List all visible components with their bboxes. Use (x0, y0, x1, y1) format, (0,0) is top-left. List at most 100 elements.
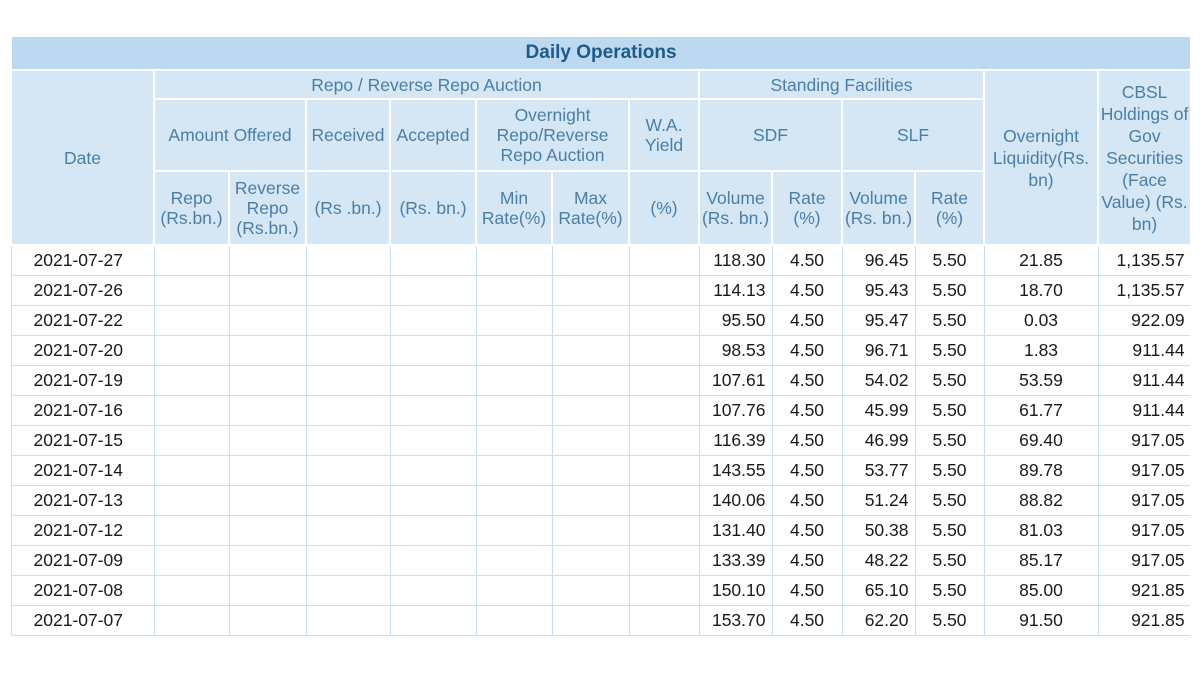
table-row: 2021-07-20 98.53 4.50 96.71 5.50 1.83 911.44 (10, 335, 1190, 366)
cbsl-holdings-cell: 922.09 (1097, 305, 1190, 336)
date-header: Date (10, 69, 155, 246)
wa-yield-cell (628, 365, 700, 396)
min-rate-cell (475, 335, 553, 366)
min-rate-cell (475, 425, 553, 456)
slf-header: SLF (841, 98, 985, 172)
received-cell (305, 305, 391, 336)
max-rate-cell (551, 425, 630, 456)
slf-rate-cell: 5.50 (914, 485, 985, 516)
reverse-repo-amount-header: Reverse Repo (Rs.bn.) (228, 170, 307, 246)
wa-yield-cell (628, 244, 700, 276)
overnight-liquidity-cell: 1.83 (983, 335, 1099, 366)
slf-volume-cell: 96.45 (841, 244, 916, 276)
received-cell (305, 455, 391, 486)
overnight-liquidity-cell: 85.17 (983, 545, 1099, 576)
overnight-liquidity-cell: 21.85 (983, 244, 1099, 276)
min-rate-header: Min Rate(%) (475, 170, 553, 246)
received-header: Received (305, 98, 391, 172)
date-cell: 2021-07-12 (10, 515, 155, 546)
sdf-rate-cell: 4.50 (771, 275, 843, 306)
max-rate-cell (551, 545, 630, 576)
slf-volume-cell: 95.47 (841, 305, 916, 336)
slf-rate-cell: 5.50 (914, 605, 985, 636)
repo-cell (153, 335, 230, 366)
overnight-liquidity-cell: 81.03 (983, 515, 1099, 546)
date-cell: 2021-07-09 (10, 545, 155, 576)
wa-yield-cell (628, 275, 700, 306)
sdf-volume-cell: 131.40 (698, 515, 773, 546)
date-cell: 2021-07-20 (10, 335, 155, 366)
yield-unit-header: (%) (628, 170, 700, 246)
wa-yield-cell (628, 305, 700, 336)
wa-yield-cell (628, 395, 700, 426)
repo-cell (153, 425, 230, 456)
wa-yield-header: W.A. Yield (628, 98, 700, 172)
sdf-rate-cell: 4.50 (771, 244, 843, 276)
max-rate-cell (551, 605, 630, 636)
date-cell: 2021-07-08 (10, 575, 155, 606)
slf-rate-header: Rate (%) (914, 170, 985, 246)
reverse-repo-cell (228, 365, 307, 396)
amount-offered-header: Amount Offered (153, 98, 307, 172)
max-rate-cell (551, 395, 630, 426)
slf-volume-cell: 62.20 (841, 605, 916, 636)
min-rate-cell (475, 305, 553, 336)
cbsl-holdings-cell: 1,135.57 (1097, 275, 1190, 306)
slf-volume-cell: 45.99 (841, 395, 916, 426)
cbsl-holdings-header: CBSL Holdings of Gov Securities (Face Va… (1096, 69, 1190, 246)
repo-cell (153, 575, 230, 606)
table-title: Daily Operations (10, 35, 1190, 71)
table-row: 2021-07-15 116.39 4.50 46.99 5.50 69.40 917.05 (10, 425, 1190, 456)
accepted-unit-header: (Rs. bn.) (389, 170, 477, 246)
max-rate-cell (551, 275, 630, 306)
accepted-cell (389, 605, 477, 636)
overnight-liquidity-cell: 88.82 (983, 485, 1099, 516)
accepted-cell (389, 365, 477, 396)
sdf-header: SDF (698, 98, 843, 172)
received-cell (305, 395, 391, 426)
received-cell (305, 335, 391, 366)
repo-amount-header: Repo (Rs.bn.) (153, 170, 230, 246)
min-rate-cell (475, 275, 553, 306)
sdf-volume-cell: 133.39 (698, 545, 773, 576)
reverse-repo-cell (228, 515, 307, 546)
cbsl-holdings-cell: 1,135.57 (1097, 244, 1190, 276)
sdf-volume-cell: 95.50 (698, 305, 773, 336)
min-rate-cell (475, 575, 553, 606)
repo-cell (153, 545, 230, 576)
cbsl-holdings-cell: 911.44 (1097, 395, 1190, 426)
accepted-cell (389, 485, 477, 516)
repo-cell (153, 485, 230, 516)
table-row: 2021-07-07 153.70 4.50 62.20 5.50 91.50 921.85 (10, 605, 1190, 636)
sdf-rate-cell: 4.50 (771, 575, 843, 606)
reverse-repo-cell (228, 425, 307, 456)
reverse-repo-cell (228, 575, 307, 606)
received-cell (305, 605, 391, 636)
cbsl-holdings-cell: 917.05 (1097, 455, 1190, 486)
reverse-repo-cell (228, 305, 307, 336)
slf-volume-cell: 54.02 (841, 365, 916, 396)
accepted-cell (389, 335, 477, 366)
table-row: 2021-07-22 95.50 4.50 95.47 5.50 0.03 922.09 (10, 305, 1190, 336)
cbsl-holdings-cell: 921.85 (1097, 605, 1190, 636)
slf-volume-cell: 51.24 (841, 485, 916, 516)
min-rate-cell (475, 455, 553, 486)
slf-rate-cell: 5.50 (914, 335, 985, 366)
slf-volume-cell: 65.10 (841, 575, 916, 606)
sdf-volume-cell: 107.61 (698, 365, 773, 396)
slf-rate-cell: 5.50 (914, 275, 985, 306)
slf-rate-cell: 5.50 (914, 305, 985, 336)
max-rate-cell (551, 575, 630, 606)
slf-volume-cell: 95.43 (841, 275, 916, 306)
date-cell: 2021-07-22 (10, 305, 155, 336)
received-cell (305, 545, 391, 576)
sdf-volume-header: Volume (Rs. bn.) (698, 170, 773, 246)
repo-cell (153, 515, 230, 546)
repo-cell (153, 605, 230, 636)
max-rate-cell (551, 485, 630, 516)
sdf-rate-header: Rate (%) (771, 170, 843, 246)
date-cell: 2021-07-15 (10, 425, 155, 456)
sdf-volume-cell: 143.55 (698, 455, 773, 486)
max-rate-header: Max Rate(%) (551, 170, 630, 246)
cbsl-holdings-cell: 911.44 (1097, 365, 1190, 396)
